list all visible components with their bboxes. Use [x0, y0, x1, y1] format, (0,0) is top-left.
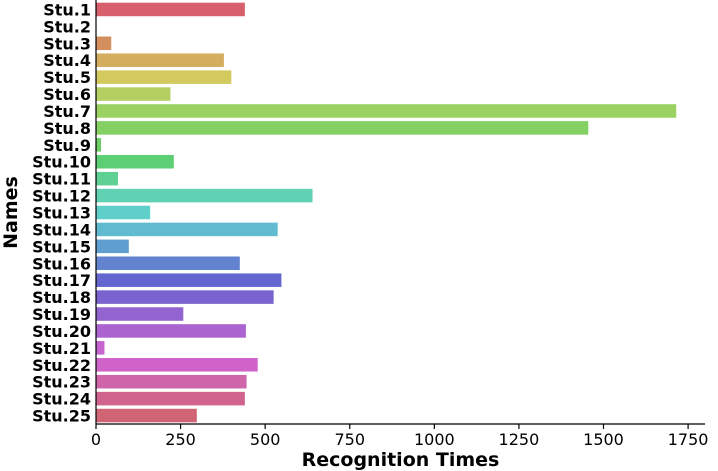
category-label: Stu.1	[43, 0, 91, 19]
category-label: Stu.5	[43, 68, 91, 87]
bar-stu-7	[96, 104, 677, 118]
bar-stu-5	[96, 70, 232, 84]
category-label: Stu.21	[32, 339, 91, 358]
category-label: Stu.24	[32, 390, 91, 409]
bar-stu-4	[96, 53, 224, 67]
category-label: Stu.15	[32, 237, 91, 256]
bar-stu-3	[96, 36, 112, 51]
category-label: Stu.3	[43, 34, 91, 53]
bars-group	[96, 2, 677, 423]
category-label: Stu.18	[32, 288, 91, 307]
bar-stu-13	[96, 205, 151, 220]
bar-stu-20	[96, 324, 246, 338]
x-tick-label: 1000	[414, 430, 455, 449]
bar-stu-21	[96, 341, 105, 355]
category-label: Stu.7	[43, 102, 91, 121]
category-label: Stu.13	[32, 204, 91, 223]
category-label: Stu.2	[43, 17, 91, 36]
x-tick-label: 1750	[668, 430, 709, 449]
bar-stu-12	[96, 188, 313, 203]
bar-stu-17	[96, 273, 282, 287]
bar-stu-19	[96, 307, 184, 321]
x-tick-label: 500	[250, 430, 281, 449]
bar-stu-18	[96, 290, 274, 304]
bar-stu-25	[96, 408, 197, 423]
category-label: Stu.23	[32, 373, 91, 392]
category-label: Stu.9	[43, 136, 91, 155]
bar-stu-10	[96, 154, 174, 169]
category-label: Stu.25	[32, 407, 91, 426]
category-label: Stu.22	[32, 356, 91, 375]
category-label: Stu.6	[43, 85, 91, 104]
bar-stu-24	[96, 391, 245, 406]
bar-stu-6	[96, 87, 171, 101]
x-tick-label: 0	[91, 430, 101, 449]
bar-stu-9	[96, 138, 102, 152]
category-label: Stu.16	[32, 254, 91, 273]
bar-stu-14	[96, 222, 278, 237]
category-label: Stu.12	[32, 187, 91, 206]
category-label: Stu.11	[32, 170, 91, 189]
x-tick-label: 750	[334, 430, 365, 449]
bar-stu-1	[96, 2, 245, 17]
x-tick-label: 1250	[499, 430, 540, 449]
bar-stu-15	[96, 239, 129, 254]
bar-stu-16	[96, 256, 240, 271]
category-label: Stu.17	[32, 271, 91, 290]
x-tick-label: 1500	[583, 430, 624, 449]
x-tick-label: 250	[165, 430, 196, 449]
category-label: Stu.14	[32, 220, 91, 239]
category-label: Stu.4	[43, 51, 91, 70]
x-axis-title: Recognition Times	[302, 449, 500, 471]
category-label: Stu.10	[32, 153, 91, 172]
category-labels-group: Stu.1Stu.2Stu.3Stu.4Stu.5Stu.6Stu.7Stu.8…	[32, 0, 91, 425]
bar-stu-23	[96, 374, 247, 389]
x-ticks-group: 0 250 500 750 1000 1250 1500 1750	[91, 424, 709, 449]
bar-stu-8	[96, 121, 589, 135]
category-label: Stu.8	[43, 119, 91, 138]
y-axis-title: Names	[0, 176, 22, 249]
bar-stu-11	[96, 171, 118, 186]
bar-stu-22	[96, 358, 258, 372]
category-label: Stu.20	[32, 322, 91, 341]
category-label: Stu.19	[32, 305, 91, 324]
